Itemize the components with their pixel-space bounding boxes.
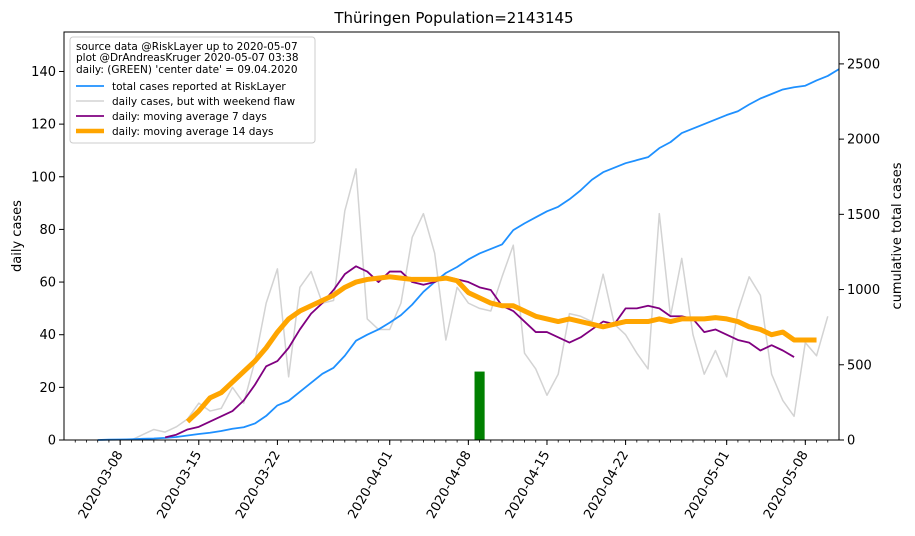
y-axis-right-label: cumulative total cases (890, 162, 905, 309)
legend: source data @RiskLayer up to 2020-05-07 … (69, 36, 316, 144)
y-right-tick-label: 1000 (847, 283, 880, 298)
y-axis-left: 0 20 40 60 80 100 120 140 (31, 65, 64, 449)
series-line-daily-moving-average-14-days (185, 274, 817, 424)
y-left-tick-label: 100 (31, 170, 56, 185)
y-left-tick-label: 60 (39, 276, 56, 291)
y-right-tick-label: 0 (847, 434, 855, 449)
legend-label: daily cases, but with weekend flaw (112, 96, 296, 108)
y-axis-right: 0 500 1000 1500 2000 2500 (839, 57, 880, 449)
series-line-total-cases-reported-at-risklayer (97, 68, 840, 441)
center-bar-layer (474, 371, 485, 440)
plot-frame (63, 31, 840, 441)
legend-box (69, 36, 316, 144)
legend-header-line-1: source data @RiskLayer up to 2020-05-07 (76, 41, 298, 53)
legend-label: total cases reported at RiskLayer (112, 81, 286, 93)
y-axis-left-label: daily cases (10, 200, 25, 272)
series-layer (97, 68, 840, 441)
y-left-tick-label: 140 (31, 65, 56, 80)
legend-header-line-2: plot @DrAndreasKruger 2020-05-07 03:38 (76, 52, 299, 64)
y-right-tick-label: 500 (847, 358, 872, 373)
y-right-tick-label: 2500 (847, 57, 880, 72)
y-left-tick-label: 120 (31, 118, 56, 133)
y-left-tick-label: 20 (39, 381, 56, 396)
y-right-tick-label: 1500 (847, 208, 880, 223)
center-date-bar (474, 371, 485, 440)
legend-label: daily: moving average 7 days (112, 111, 267, 123)
series-line-daily-cases-but-with-weekend-flaw (131, 168, 829, 441)
legend-entries: total cases reported at RiskLayer daily c… (76, 81, 296, 138)
y-left-tick-label: 80 (39, 223, 56, 238)
chart-title: Thüringen Population=2143145 (333, 9, 573, 27)
legend-label: daily: moving average 14 days (112, 126, 274, 138)
y-left-tick-label: 40 (39, 328, 56, 343)
y-left-tick-label: 0 (48, 434, 56, 449)
y-right-tick-label: 2000 (847, 133, 880, 148)
legend-header-line-3: daily: (GREEN) 'center date' = 09.04.202… (76, 64, 298, 76)
